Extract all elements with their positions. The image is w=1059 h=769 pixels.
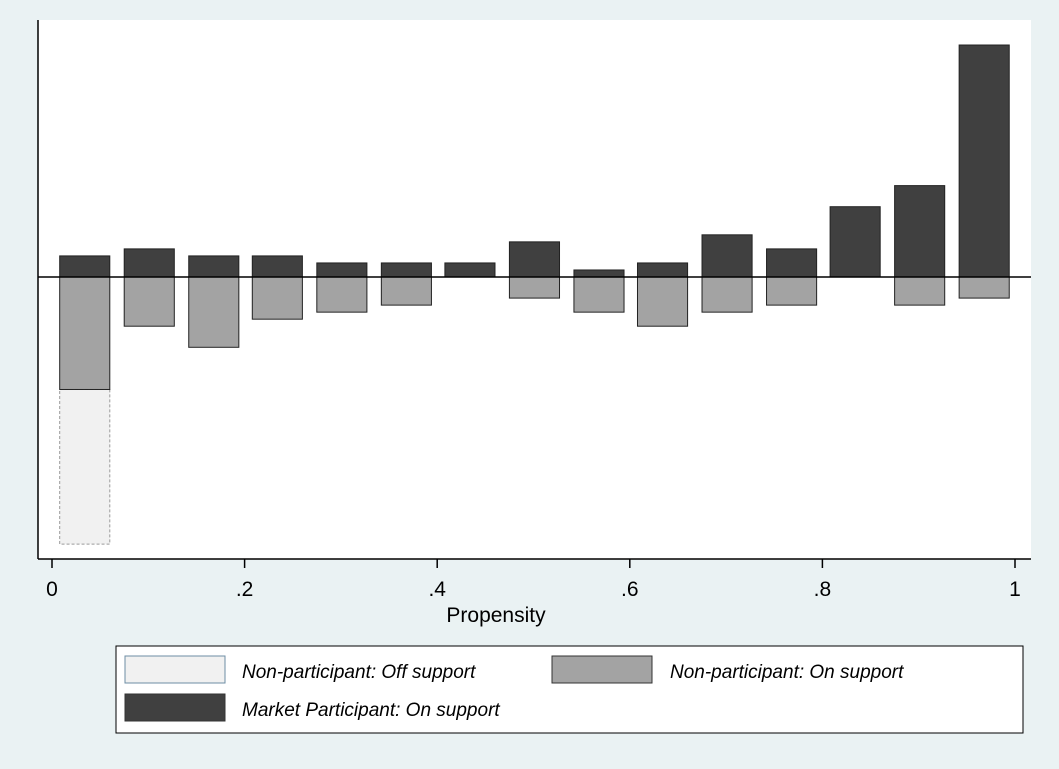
bar-nonparticipant-on-support bbox=[766, 276, 818, 306]
x-tick-label: 1 bbox=[1009, 578, 1021, 601]
bar-participant-on-support bbox=[123, 248, 175, 278]
bar-participant-on-support bbox=[958, 44, 1010, 278]
x-tick-label: .4 bbox=[428, 578, 446, 601]
x-axis-title: Propensity bbox=[446, 604, 546, 627]
bar-participant-on-support bbox=[829, 206, 881, 278]
bar-participant-on-support bbox=[894, 185, 946, 278]
bar-nonparticipant-on-support bbox=[123, 276, 175, 327]
bar-participant-on-support bbox=[766, 248, 818, 278]
bar-nonparticipant-on-support bbox=[701, 276, 753, 313]
bar-participant-on-support bbox=[188, 255, 240, 278]
bar-participant-on-support bbox=[380, 262, 432, 278]
x-axis-ticks: 0 .2 .4 .6 .8 1 bbox=[46, 559, 1021, 601]
bar-nonparticipant-on-support bbox=[59, 276, 111, 390]
x-tick-label: .6 bbox=[621, 578, 639, 601]
legend-swatch-off-support bbox=[124, 655, 226, 684]
bar-nonparticipant-on-support bbox=[573, 276, 625, 313]
bar-participant-on-support bbox=[701, 234, 753, 278]
bar-participant-on-support bbox=[636, 262, 689, 278]
bar-nonparticipant-on-support bbox=[316, 276, 368, 313]
bar-nonparticipant-on-support bbox=[188, 276, 240, 348]
bar-nonparticipant-on-support bbox=[251, 276, 303, 320]
bar-participant-on-support bbox=[59, 255, 111, 278]
bar-off-support bbox=[59, 388, 111, 545]
bar-nonparticipant-on-support bbox=[380, 276, 432, 306]
x-tick-label: .2 bbox=[236, 578, 254, 601]
bar-participant-on-support bbox=[316, 262, 368, 278]
bar-nonparticipant-on-support bbox=[958, 276, 1010, 299]
bar-nonparticipant-on-support bbox=[508, 276, 561, 299]
bar-participant-on-support bbox=[508, 241, 561, 278]
legend-label-on-support: Non-participant: On support bbox=[670, 662, 904, 683]
bar-participant-on-support bbox=[444, 262, 496, 278]
legend-swatch-on-support bbox=[551, 655, 653, 684]
bars-group bbox=[59, 44, 1010, 545]
x-tick-label: 0 bbox=[46, 578, 58, 601]
bar-participant-on-support bbox=[251, 255, 303, 278]
x-tick-label: .8 bbox=[814, 578, 832, 601]
bar-participant-on-support bbox=[573, 269, 625, 278]
legend-label-off-support: Non-participant: Off support bbox=[242, 662, 476, 683]
bar-nonparticipant-on-support bbox=[894, 276, 946, 306]
legend-label-participant: Market Participant: On support bbox=[242, 700, 500, 721]
bar-nonparticipant-on-support bbox=[636, 276, 689, 327]
legend: Non-participant: Off support Non-partici… bbox=[115, 645, 1024, 734]
legend-swatch-participant bbox=[124, 693, 226, 722]
